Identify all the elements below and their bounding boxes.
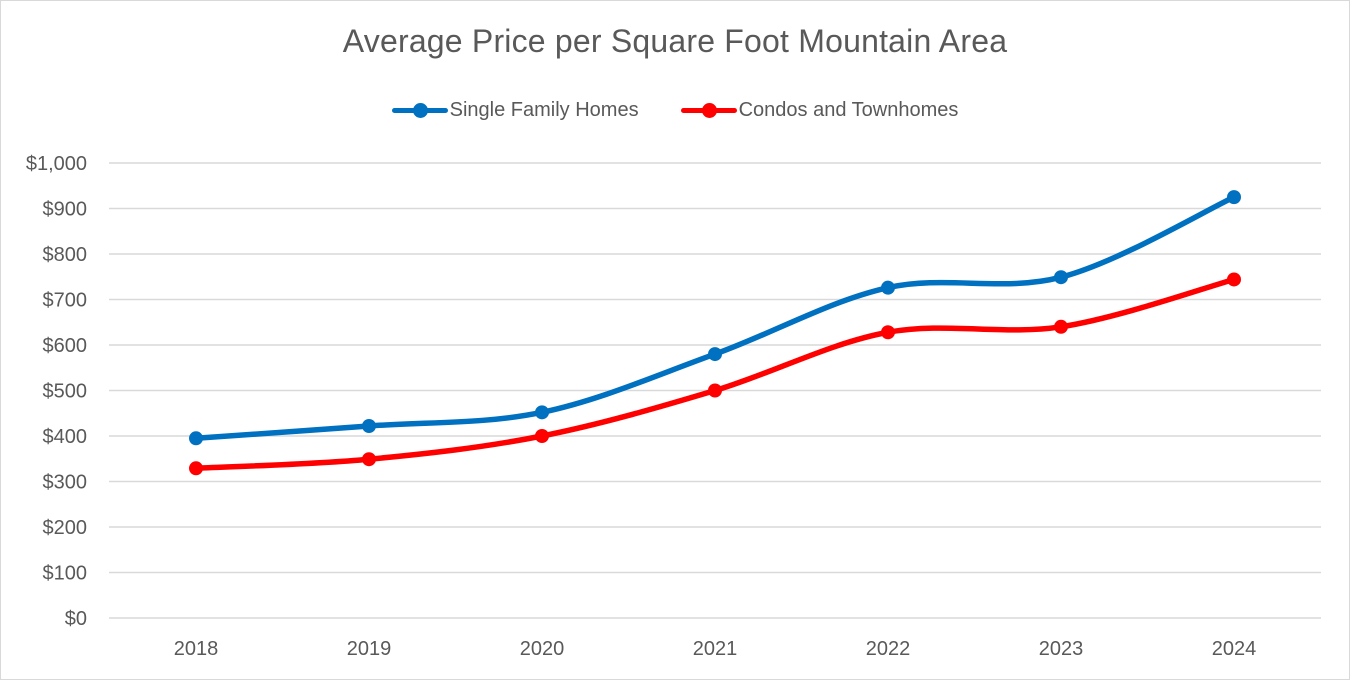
legend-swatch-single-family [391,97,448,123]
chart-legend: Single Family Homes Condos and Townhomes [1,97,1349,123]
x-tick-label: 2022 [866,638,911,660]
x-tick-label: 2020 [520,638,565,660]
y-tick-label: $100 [43,563,88,585]
y-tick-label: $300 [43,472,88,494]
series-line-condos [193,276,1237,472]
legend-swatch-condos [680,97,737,123]
data-point-condos-2020 [535,429,549,443]
x-tick-label: 2019 [347,638,392,660]
y-tick-label: $1,000 [26,153,87,175]
y-tick-label: $0 [65,608,87,630]
x-tick-label: 2024 [1212,638,1257,660]
y-tick-label: $500 [43,381,88,403]
x-tick-label: 2023 [1039,638,1084,660]
series-line-single-family [193,194,1237,442]
legend-marker-condos [701,103,717,118]
legend-marker-single-family [412,103,428,118]
legend-label-condos: Condos and Townhomes [738,98,959,121]
y-tick-label: $800 [43,244,88,266]
legend-item-single-family: Single Family Homes [391,97,639,123]
x-tick-label: 2021 [693,638,738,660]
data-point-single-family-2023 [1054,270,1068,285]
y-tick-label: $200 [43,517,88,539]
data-point-condos-2019 [362,452,376,467]
data-point-single-family-2024 [1227,190,1241,205]
data-point-condos-2023 [1054,319,1068,334]
x-tick-label: 2018 [174,638,219,660]
data-point-single-family-2020 [535,405,549,420]
y-tick-label: $700 [43,290,88,312]
data-point-single-family-2019 [362,418,376,433]
legend-label-single-family: Single Family Homes [449,98,639,121]
y-tick-label: $600 [43,335,88,357]
data-point-condos-2018 [189,461,203,476]
data-point-condos-2021 [708,383,722,398]
data-point-single-family-2022 [881,280,895,295]
chart-title: Average Price per Square Foot Mountain A… [342,23,1008,59]
y-tick-label: $400 [43,426,88,448]
legend-item-condos: Condos and Townhomes [680,97,959,123]
data-point-single-family-2021 [708,347,722,362]
data-point-single-family-2018 [189,431,203,446]
y-tick-label: $900 [43,199,88,221]
data-point-condos-2022 [881,325,895,340]
data-point-condos-2024 [1227,272,1241,287]
